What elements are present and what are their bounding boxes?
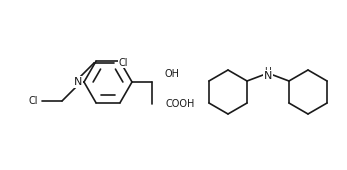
Text: Cl: Cl	[28, 96, 38, 106]
Text: Cl: Cl	[118, 58, 128, 68]
Text: H: H	[265, 66, 271, 75]
Text: COOH: COOH	[166, 99, 195, 109]
Text: N: N	[264, 71, 272, 81]
Text: N: N	[74, 77, 82, 87]
Text: OH: OH	[165, 69, 180, 79]
